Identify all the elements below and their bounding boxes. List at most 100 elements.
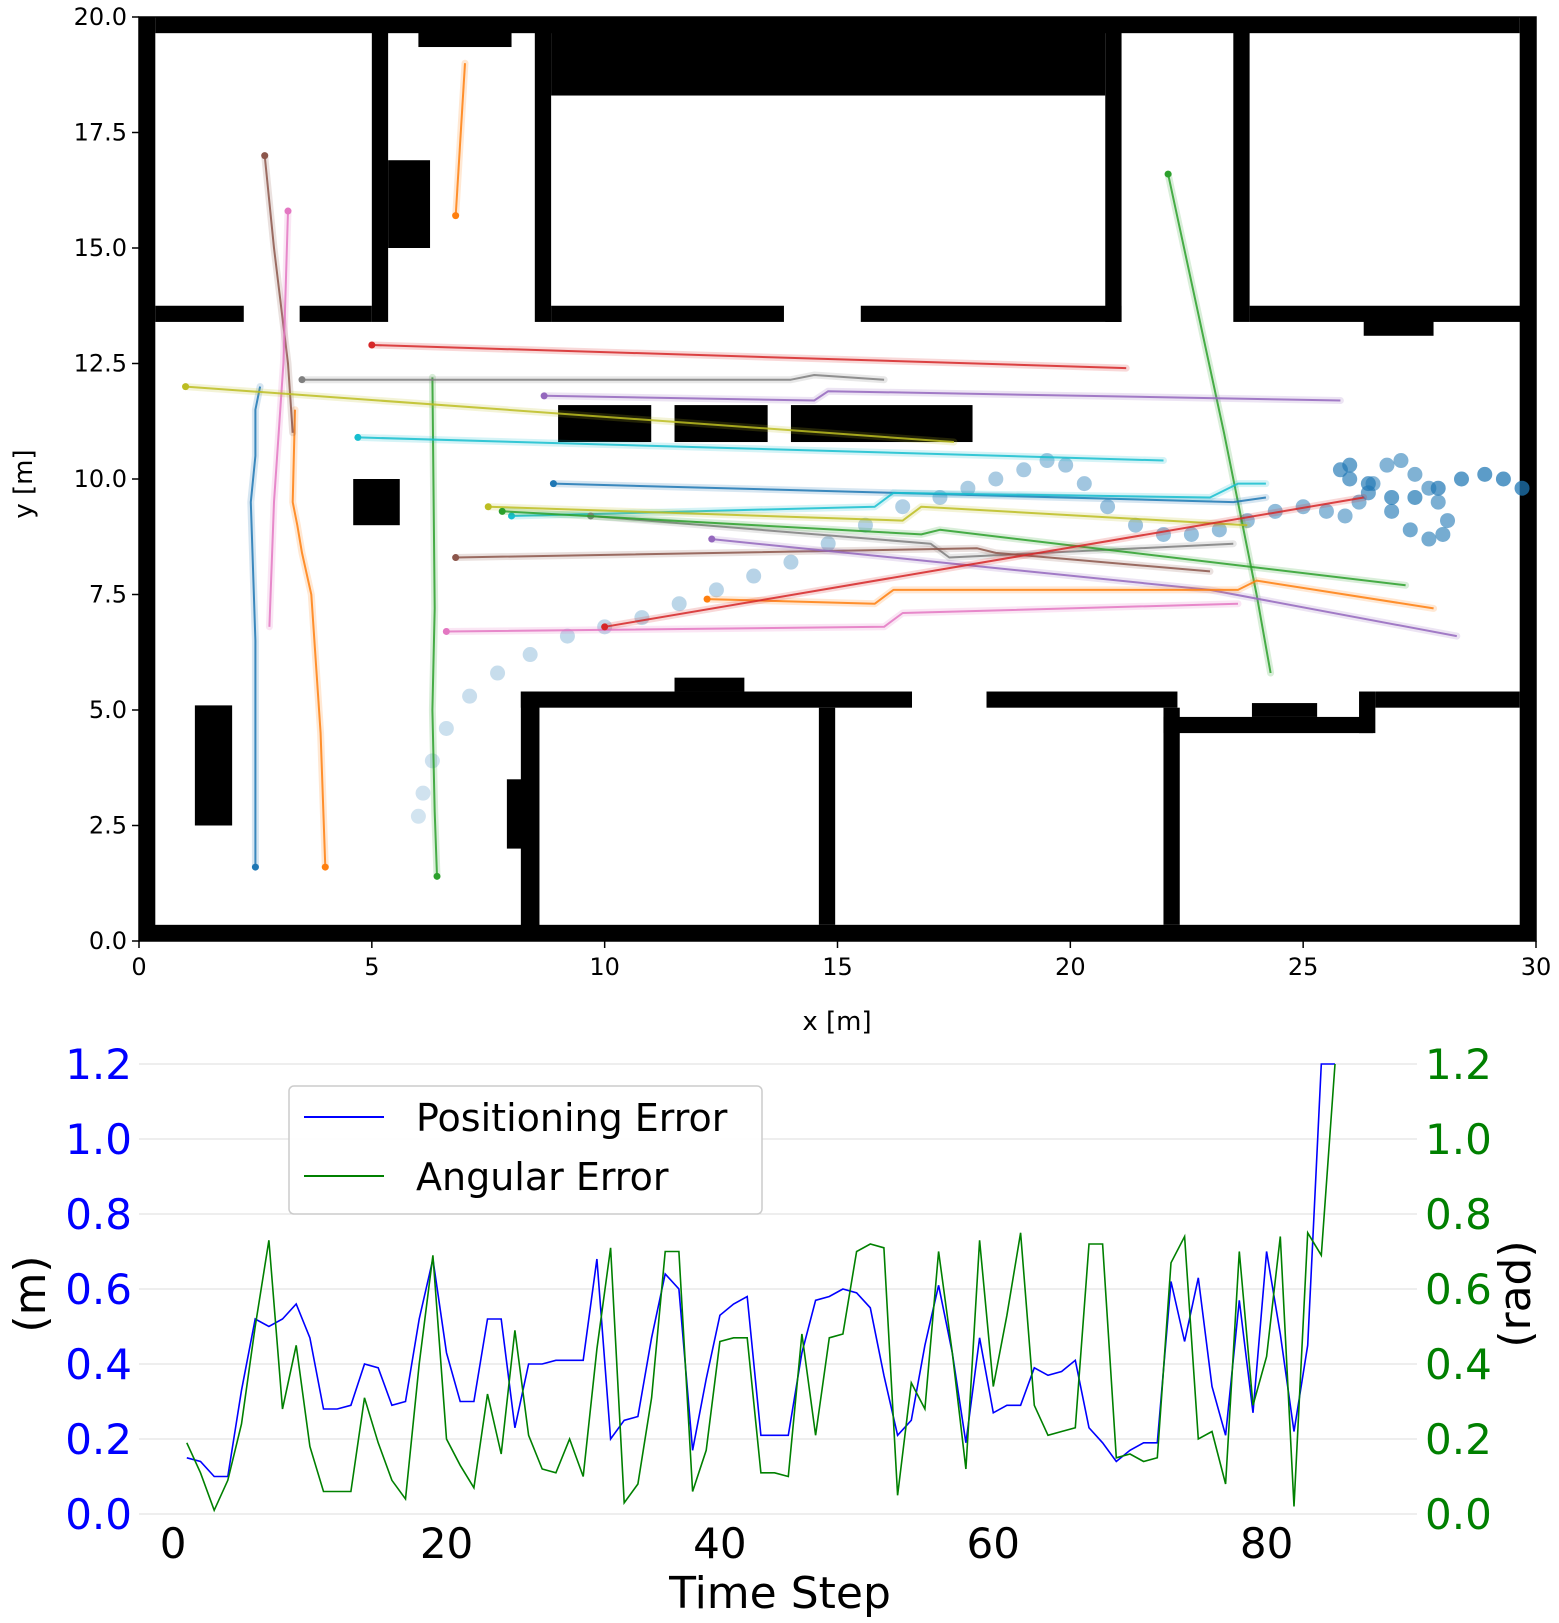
map-obstacle-17 — [194, 705, 233, 826]
map-x-tick-label-4: 20 — [1055, 953, 1086, 981]
map-dotted-point-25 — [1128, 517, 1144, 533]
map-trajectory-start-5 — [261, 152, 269, 160]
map-trajectory-19 — [707, 579, 1434, 610]
legend-label-angular-error: Angular Error — [416, 1155, 669, 1199]
map-trajectory-start-20 — [442, 627, 450, 635]
legend-box — [288, 1085, 763, 1215]
map-dotted-point-18 — [960, 480, 976, 496]
map-dotted-point-3 — [438, 720, 454, 736]
map-dotted-point-6 — [522, 647, 538, 663]
map-obstacles — [139, 17, 1536, 941]
map-trajectory-start-11 — [354, 433, 362, 441]
map-obstacle-10 — [551, 17, 1106, 96]
map-trajectory-start-2 — [452, 212, 460, 220]
map-trajectory-5 — [263, 155, 294, 433]
map-obstacle-24 — [520, 691, 913, 708]
map-x-tick-label-2: 10 — [589, 953, 620, 981]
map-trajectory-17 — [455, 547, 1211, 573]
map-dotted-point-43 — [1421, 531, 1437, 547]
map-obstacle-9 — [534, 17, 552, 322]
map-trajectory-20 — [446, 602, 1239, 633]
map-dotted-point-5 — [490, 665, 506, 681]
map-dotted-point-45 — [1384, 503, 1400, 519]
map-obstacle-30 — [1251, 703, 1318, 717]
left-tick-label-4: 0.8 — [65, 1190, 132, 1239]
error-plot-right-ticks: 0.0 0.2 0.4 0.6 0.8 1.0 1.2 — [1425, 1040, 1492, 1539]
map-y-tick-label-5: 12.5 — [74, 350, 127, 378]
error-plot-series — [186, 1063, 1336, 1513]
map-dotted-point-44 — [1402, 522, 1418, 538]
map-dotted-point-32 — [1318, 503, 1334, 519]
map-dotted-point-20 — [1016, 462, 1032, 478]
map-obstacle-31 — [1359, 691, 1376, 734]
map-obstacle-8 — [418, 17, 512, 48]
map-obstacle-26 — [818, 707, 836, 925]
map-dotted-point-7 — [559, 628, 575, 644]
map-trajectories — [182, 59, 1461, 880]
map-dotted-point-23 — [1076, 476, 1092, 492]
left-tick-label-3: 0.6 — [65, 1265, 132, 1314]
left-tick-label-6: 1.2 — [65, 1040, 132, 1089]
map-y-tick-label-2: 5.0 — [89, 696, 127, 724]
map-obstacle-19 — [558, 405, 652, 443]
map-dotted-point-16 — [895, 499, 911, 515]
map-trajectory-start-9 — [540, 392, 548, 400]
map-y-tick-label-0: 0.0 — [89, 927, 127, 955]
map-trajectory-8 — [302, 374, 885, 381]
map-trajectory-start-18 — [708, 535, 716, 543]
map-dotted-point-14 — [820, 536, 836, 552]
map-y-tick-label-8: 20.0 — [74, 3, 127, 31]
map-obstacle-13 — [860, 305, 1122, 322]
map-trajectory-15 — [590, 515, 1234, 559]
map-trajectory-2 — [454, 63, 466, 216]
map-dotted-point-55 — [1477, 466, 1493, 482]
map-dotted-point-27 — [1183, 526, 1199, 542]
map-obstacle-2 — [1519, 17, 1536, 941]
map-obstacle-11 — [1105, 17, 1122, 322]
map-x-axis-label: x [m] — [802, 1007, 871, 1037]
map-trajectory-1 — [291, 409, 327, 868]
map-obstacle-12 — [551, 305, 784, 322]
right-tick-label-6: 1.2 — [1425, 1040, 1492, 1089]
x-tick-label-0: 0 — [160, 1519, 187, 1568]
map-trajectory-start-3 — [433, 872, 441, 880]
map-dotted-point-47 — [1342, 471, 1358, 487]
map-trajectory-3 — [431, 377, 438, 877]
map-trajectory-4 — [1167, 173, 1272, 674]
legend: Positioning Error Angular Error — [288, 1085, 763, 1215]
map-dotted-point-0 — [410, 808, 426, 824]
map-obstacle-28 — [1163, 707, 1180, 925]
map-obstacle-29 — [1163, 716, 1374, 734]
map-trajectory-11 — [357, 436, 1164, 462]
map-y-axis-label: y [m] — [9, 449, 39, 518]
map-dotted-point-28 — [1211, 522, 1227, 538]
legend-label-positioning-error: Positioning Error — [416, 1096, 728, 1140]
map-obstacle-22 — [520, 691, 540, 941]
map-obstacle-32 — [1375, 691, 1520, 708]
map-x-tick-label-3: 15 — [822, 953, 853, 981]
map-trajectory-start-13 — [508, 512, 516, 520]
map-x-tick-label-0: 0 — [131, 953, 146, 981]
map-dotted-point-22 — [1058, 457, 1074, 473]
map-dotted-point-19 — [988, 471, 1004, 487]
map-dotted-point-42 — [1435, 526, 1451, 542]
map-x-ticks: 0 5 10 15 20 25 30 — [131, 941, 1551, 981]
map-trajectory-10 — [185, 385, 954, 443]
map-trajectory-start-19 — [703, 595, 711, 603]
map-x-tick-label-1: 5 — [364, 953, 379, 981]
map-y-tick-label-7: 17.5 — [74, 119, 127, 147]
map-dotted-point-57 — [1514, 480, 1530, 496]
x-tick-label-2: 40 — [693, 1519, 746, 1568]
map-dotted-point-40 — [1430, 494, 1446, 510]
map-x-tick-label-5: 25 — [1288, 953, 1319, 981]
right-tick-label-1: 0.2 — [1425, 1415, 1492, 1464]
map-dotted-point-33 — [1337, 508, 1353, 524]
map-dotted-point-24 — [1100, 499, 1116, 515]
map-obstacle-6 — [371, 17, 389, 322]
map-obstacle-23 — [506, 779, 524, 849]
map-obstacle-1 — [139, 924, 1536, 941]
map-trajectory-6 — [268, 210, 289, 627]
left-tick-label-2: 0.4 — [65, 1340, 132, 1389]
map-dotted-point-13 — [783, 554, 799, 570]
map-dotted-point-51 — [1384, 489, 1400, 505]
